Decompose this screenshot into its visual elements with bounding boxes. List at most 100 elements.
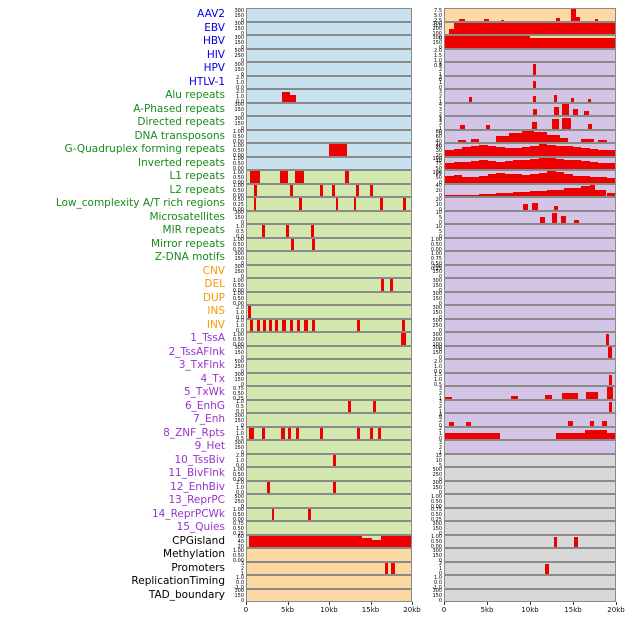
y-tick-label: 0.00 [430,503,442,510]
signal-bar [598,140,607,142]
track-plot [246,197,412,211]
y-axis-ticks: 300 150 0 [230,22,246,37]
signal-bar [531,121,537,129]
signal-bar [445,150,454,156]
signal-bar [581,139,594,142]
track-panel-left: 300 150 0 [230,62,412,78]
y-axis-ticks: 10 5 0 [426,211,444,226]
y-tick-label: 500 [234,358,244,365]
signal-bar [570,98,575,102]
y-tick-label: 300 [432,291,442,297]
signal-bar [289,95,297,102]
y-tick-label: 15 [435,453,442,459]
y-tick-label: 0 [438,346,442,353]
signal-bar [449,422,454,426]
y-axis-ticks: 0.75 0.50 0.25 [426,508,444,523]
y-tick-label: 0 [438,530,442,537]
track-plot [444,48,616,62]
y-tick-label: 1.00 [232,129,244,135]
track-plot [444,89,616,103]
y-tick-label: 300 [432,480,442,486]
track-label: 11_BivFlnk [168,467,225,479]
y-tick-label: 1.0 [236,485,244,491]
signal-bar [574,219,580,223]
signal-bar [504,160,513,169]
y-tick-label: 1.00 [232,291,244,297]
signal-bar [356,427,361,439]
signal-bar [401,319,406,331]
track-plot [444,413,616,427]
track-panel-left: 60 40 20 [230,534,412,550]
y-axis-ticks: 500 250 0 [426,467,444,482]
y-tick-label: 20 [435,188,442,194]
track-row: EBV 300 150 0 300 200 100 0 [0,21,630,42]
y-tick-label: 40 [435,142,442,149]
y-tick-label: 0 [240,503,244,510]
signal-bar [555,172,564,183]
y-tick-label: 150 [432,552,442,559]
track-plot [246,35,412,49]
y-axis-ticks: 300 150 0 [426,346,444,361]
signal-bar [513,147,522,156]
track-row: 4_Tx 300 150 0 1.5 1.0 0.5 [0,372,630,388]
y-tick-label: 0 [240,382,244,388]
y-axis-ticks: 500 250 0 [230,494,246,510]
signal-bar [608,347,612,358]
signal-bar [540,217,546,223]
y-tick-label: 0.5 [434,382,442,388]
y-axis-ticks: 1.00 0.50 0.00 [230,291,246,307]
y-tick-label: 0 [240,71,244,78]
y-tick-label: 1.0 [236,431,244,437]
track-panel-left: 2.0 1.0 0.0 [230,318,412,334]
y-tick-label: 0.50 [232,390,244,397]
y-tick-label: 80 [435,129,442,135]
track-panel-right: 2.0 1.5 1.0 0.5 [426,48,616,69]
y-tick-label: 0 [438,301,442,307]
track-panel-right: 7.5 5.0 2.5 0.0 [426,8,616,28]
track-panel-right: 100 75 50 25 [426,156,616,177]
signal-bar [370,427,374,439]
signal-bar [547,144,556,156]
signal-bar [504,173,513,183]
signal-bar [581,161,590,169]
signal-bar [353,198,357,210]
track-panel-left: 0.75 0.50 0.25 [230,386,412,401]
y-tick-label: 300 [432,264,442,270]
track-plot [246,210,412,224]
track-label: 9_Het [194,440,225,452]
x-tick-mark [573,602,574,605]
track-label: Directed repeats [137,116,225,128]
y-axis-ticks: 300 150 0 [230,211,246,226]
signal-bar [462,147,471,156]
y-tick-label: 1.0 [236,93,244,100]
track-row: Directed repeats 300 150 0 3 2 1 0 [0,115,630,136]
y-tick-label: 0.00 [232,139,244,145]
y-axis-ticks: 1.00 0.50 0.00 [230,467,246,482]
signal-bar [538,144,547,156]
y-tick-label: 0 [240,220,244,226]
y-tick-label: 300 [234,115,244,122]
track-row: 13_ReprPC 500 250 0 1.00 0.50 0.00 [0,494,630,510]
y-tick-label: 0 [438,436,442,442]
signal-bar [329,144,348,156]
y-tick-label: 300 [432,21,442,27]
y-axis-ticks: 500 250 0 [230,358,246,374]
y-tick-label: 0 [240,112,244,118]
y-axis-ticks: 300 150 0 [230,8,246,23]
track-panel-right: 1.00 0.75 0.50 0.25 [426,251,616,271]
y-tick-label: 0 [438,44,442,51]
y-tick-label: 1.00 [232,277,244,284]
y-tick-label: 150 [234,215,244,221]
y-tick-label: 0.50 [232,471,244,478]
signal-bar [298,198,302,210]
y-tick-label: 0.0 [236,579,244,586]
signal-bar [286,225,290,237]
y-tick-label: 250 [234,53,244,59]
y-axis-ticks: 2.0 1.5 1.0 0.5 [426,49,444,69]
y-tick-label: 0.50 [232,525,244,532]
